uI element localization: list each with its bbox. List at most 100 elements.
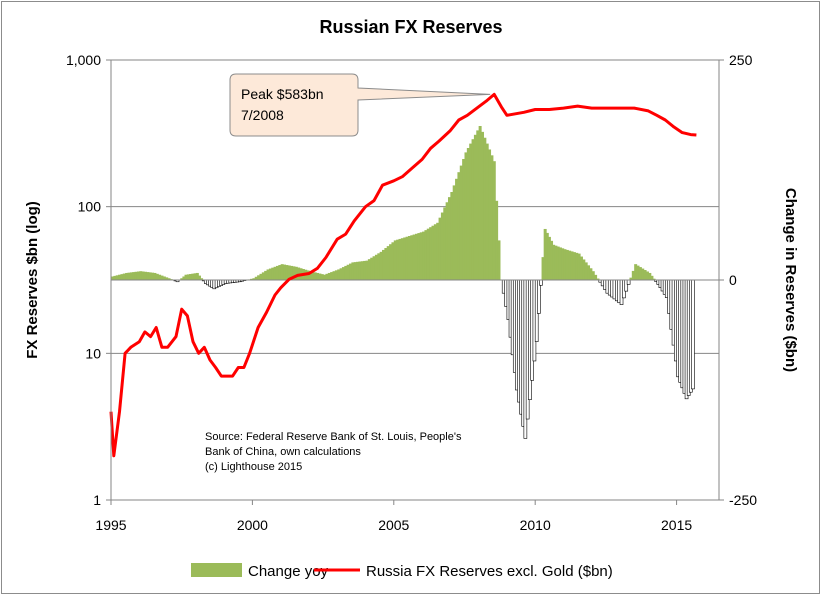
bar (320, 274, 324, 280)
annotation-line-3: (c) Lighthouse 2015 (205, 461, 302, 473)
bar (346, 264, 350, 280)
bar (433, 224, 437, 280)
bar (365, 260, 369, 280)
annotation-line-1: Source: Federal Reserve Bank of St. Loui… (205, 431, 462, 443)
bar (374, 254, 378, 280)
bar (182, 276, 186, 280)
bar (596, 278, 600, 280)
bar (452, 185, 456, 280)
bar (568, 250, 572, 280)
bar (483, 137, 487, 280)
bar (155, 273, 159, 280)
x-tick-label: 1995 (95, 517, 126, 533)
bar (264, 270, 268, 280)
bar (271, 267, 275, 280)
bar (134, 271, 138, 280)
bar-series-change-yoy (111, 126, 719, 439)
bar (127, 272, 131, 280)
bar (384, 248, 388, 280)
bar (146, 272, 150, 280)
bar (631, 270, 635, 280)
bar (422, 231, 426, 280)
bar (139, 271, 143, 280)
bar (294, 266, 298, 280)
bar (189, 274, 193, 280)
bar (143, 271, 147, 280)
bar (431, 225, 435, 280)
bar (283, 264, 287, 280)
bar (445, 202, 449, 280)
bar (252, 278, 256, 280)
bar (424, 230, 428, 280)
bar (561, 248, 565, 280)
bar (488, 149, 492, 280)
bar (111, 276, 114, 280)
bar (443, 207, 447, 280)
bar (389, 244, 393, 280)
bar (306, 270, 310, 280)
bar (466, 148, 470, 280)
bar (273, 266, 277, 280)
bar (318, 273, 322, 280)
bar (165, 277, 169, 280)
bar (193, 273, 197, 280)
bar (332, 271, 336, 280)
bar (287, 265, 291, 280)
bar (158, 274, 162, 280)
right-axis-label: Change in Reserves ($bn) (782, 188, 799, 372)
bar (450, 192, 454, 280)
left-axis-ticks: 1 10 100 1,000 (66, 52, 111, 508)
bar (339, 268, 343, 280)
bar (167, 278, 171, 280)
bar (407, 236, 411, 280)
annotation-line-2: Bank of China, own calculations (205, 446, 361, 458)
bar (447, 197, 451, 280)
bar (650, 275, 654, 280)
x-tick-label: 2005 (378, 517, 409, 533)
bar (545, 232, 549, 280)
bar (311, 271, 315, 280)
bar (643, 270, 647, 280)
bar (554, 245, 558, 280)
bar (372, 256, 376, 280)
bar (396, 239, 400, 280)
bar (570, 251, 574, 280)
bar (151, 272, 155, 280)
bar (125, 272, 129, 280)
bar (268, 268, 272, 280)
bar (153, 272, 157, 280)
bar (184, 274, 188, 280)
bar (261, 272, 265, 280)
bar (469, 143, 473, 280)
left-tick-label: 1 (93, 492, 101, 508)
source-annotation: Source: Federal Reserve Bank of St. Loui… (205, 431, 462, 473)
bar (391, 242, 395, 280)
bar (550, 240, 554, 280)
x-axis-ticks: 1995 2000 2005 2010 2015 (95, 500, 692, 533)
bar (582, 259, 586, 280)
bar (115, 275, 119, 280)
bar (436, 222, 440, 280)
bar (280, 264, 284, 280)
bar (257, 275, 261, 280)
callout-line-2: 7/2008 (241, 107, 284, 123)
bar (575, 252, 579, 280)
peak-callout: Peak $583bn 7/2008 (229, 73, 491, 137)
bar (584, 262, 588, 280)
bar (129, 272, 133, 280)
bar (344, 265, 348, 280)
bar (259, 273, 263, 280)
bar (254, 276, 258, 280)
bar (459, 165, 463, 280)
bar (292, 266, 296, 280)
bar (200, 278, 204, 280)
bar (275, 265, 279, 280)
bar (410, 235, 414, 280)
bar (290, 265, 294, 280)
bar (285, 265, 289, 280)
bar (455, 178, 459, 280)
bar (360, 261, 364, 280)
bar (162, 276, 166, 280)
bar (386, 246, 390, 280)
